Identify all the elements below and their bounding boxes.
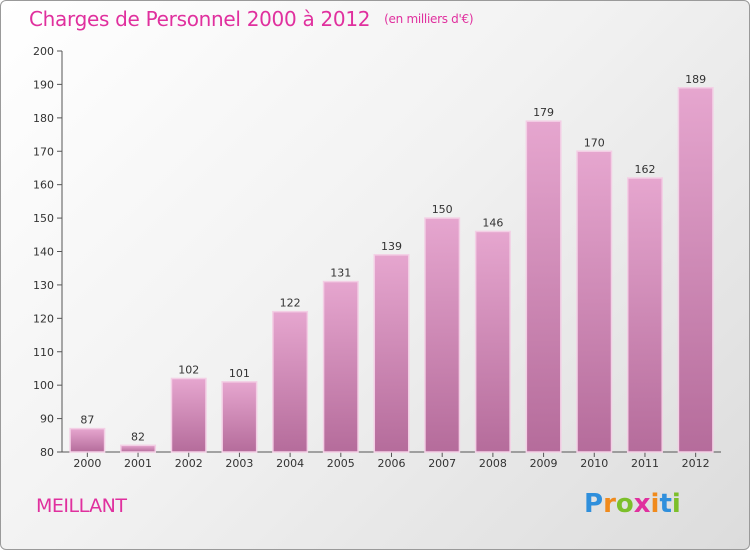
data-label: 170	[584, 136, 605, 149]
chart-subtitle: (en milliers d'€)	[384, 12, 474, 26]
bar	[474, 230, 511, 453]
bar	[221, 381, 258, 453]
x-tick-label: 2003	[225, 457, 253, 470]
y-tick-label: 130	[33, 279, 54, 292]
y-tick-label: 190	[33, 78, 54, 91]
bar	[120, 444, 157, 453]
commune-name: MEILLANT	[36, 495, 127, 517]
data-label: 146	[482, 216, 503, 229]
y-tick-label: 160	[33, 179, 54, 192]
chart-title: Charges de Personnel 2000 à 2012 (en mill…	[29, 7, 474, 31]
data-labels: 87 82 102 101 122 131 139 150 146 179 170 162 189	[80, 73, 706, 444]
bar	[677, 87, 714, 453]
x-tick-label: 2001	[124, 457, 152, 470]
bar	[424, 217, 461, 453]
x-tick-label: 2011	[631, 457, 659, 470]
y-tick-label: 140	[33, 246, 54, 259]
bar	[626, 177, 663, 453]
title-text: Charges de Personnel 2000 à 2012	[29, 7, 371, 31]
logo-letter: t	[659, 489, 672, 519]
x-tick-label: 2009	[530, 457, 558, 470]
bar	[69, 427, 106, 453]
x-tick-label: 2002	[175, 457, 203, 470]
bar	[576, 150, 613, 453]
axes: 80 90 100 110 120 130 140 150 160 170 180 190 200 200…	[33, 45, 721, 470]
data-label: 82	[131, 430, 145, 443]
y-tick-label: 120	[33, 312, 54, 325]
data-label: 150	[432, 203, 453, 216]
x-tick-label: 2006	[378, 457, 406, 470]
logo-letter: i	[650, 489, 660, 519]
data-label: 102	[178, 363, 199, 376]
y-tick-label: 200	[33, 45, 54, 58]
y-tick-label: 110	[33, 346, 54, 359]
bar	[525, 120, 562, 453]
logo-letter: i	[671, 489, 681, 519]
y-tick-label: 180	[33, 112, 54, 125]
logo-letter: P	[584, 489, 604, 519]
bars	[69, 87, 714, 453]
bar	[322, 280, 359, 453]
data-label: 162	[634, 163, 655, 176]
data-label: 189	[685, 73, 706, 86]
proxiti-logo: Proxiti	[584, 489, 681, 519]
x-tick-label: 2010	[580, 457, 608, 470]
y-tick-label: 100	[33, 379, 54, 392]
logo-letter: r	[603, 489, 616, 519]
logo-letter: x	[633, 489, 651, 519]
data-label: 101	[229, 367, 250, 380]
x-tick-label: 2007	[428, 457, 456, 470]
data-label: 131	[330, 267, 351, 280]
bar	[373, 254, 410, 453]
data-label: 179	[533, 106, 554, 119]
x-tick-label: 2004	[276, 457, 304, 470]
data-label: 139	[381, 240, 402, 253]
x-tick-label: 2012	[682, 457, 710, 470]
x-tick-label: 2005	[327, 457, 355, 470]
y-tick-label: 170	[33, 145, 54, 158]
x-tick-label: 2008	[479, 457, 507, 470]
data-label: 87	[80, 414, 94, 427]
logo-letter: o	[615, 489, 634, 519]
x-tick-label: 2000	[73, 457, 101, 470]
y-tick-label: 90	[40, 413, 54, 426]
data-label: 122	[280, 297, 301, 310]
bar	[170, 377, 207, 453]
y-tick-label: 150	[33, 212, 54, 225]
bar	[272, 310, 309, 453]
y-tick-label: 80	[40, 446, 54, 459]
